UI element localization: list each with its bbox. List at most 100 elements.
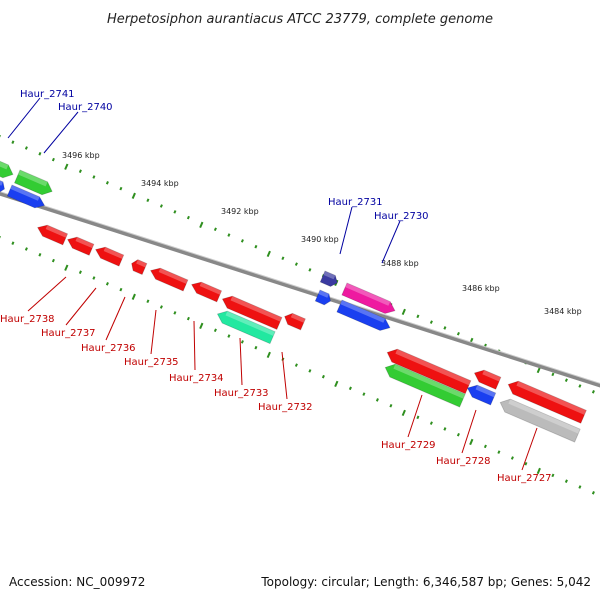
gene-edge [386,348,472,395]
minor-tick [159,305,163,309]
gene-arrow[interactable] [382,361,466,408]
minor-tick [591,390,595,394]
gene-shine [0,157,9,170]
gene-arrow[interactable] [505,378,587,424]
gene-arrow[interactable] [319,270,339,288]
gene-label[interactable]: Haur_2737 [41,328,96,339]
gene-shine [482,370,501,382]
scale-label: 3484 kbp [544,307,582,316]
gene-arrow[interactable] [465,382,497,406]
gene-arrow[interactable] [13,169,54,198]
minor-tick [375,398,379,402]
gene-shine [475,385,496,398]
major-tick [266,351,271,359]
gene-body [474,370,501,390]
minor-tick [321,374,325,379]
gene-label[interactable]: Haur_2734 [169,373,224,384]
gene-arrow[interactable] [215,308,276,345]
leader-line [150,309,157,355]
gene-shine [516,381,587,415]
minor-tick [227,233,231,237]
minor-tick [510,456,514,460]
leader-line [43,111,79,154]
minor-tick [173,311,177,315]
gene-body [222,296,282,330]
scale-label: 3494 kbp [141,179,179,188]
minor-tick [429,421,433,425]
gene-arrow[interactable] [497,396,581,443]
leader-line [239,337,243,386]
gene-arrow[interactable] [6,184,47,211]
backbone-highlight [0,191,600,384]
minor-tick [105,282,109,286]
minor-tick [24,146,28,150]
minor-tick [213,328,217,333]
gene-arrow[interactable] [341,282,398,317]
gene-label[interactable]: Haur_2732 [258,402,313,413]
gene-shine [323,271,336,280]
minor-tick [362,392,366,396]
gene-arrow[interactable] [282,311,306,331]
gene-edge [319,270,338,287]
gene-body [95,247,124,267]
gene-arrow[interactable] [472,367,502,390]
major-tick [131,293,136,300]
minor-tick [24,247,28,251]
gene-label[interactable]: Haur_2731 [328,197,383,208]
gene-label[interactable]: Haur_2736 [81,343,136,354]
gene-shine [18,170,48,187]
leader-line [521,427,538,471]
gene-label[interactable]: Haur_2729 [381,440,436,451]
minor-tick [429,320,433,324]
gene-arrow[interactable] [148,265,189,292]
gene-edge [284,312,306,331]
gene-label[interactable]: Haur_2728 [436,456,491,467]
gene-arrow[interactable] [314,289,333,307]
leader-line [381,220,401,264]
gene-label[interactable]: Haur_2727 [497,473,552,484]
gene-edge [384,363,466,408]
gene-labels: Haur_2741 Haur_2740 Haur_2731 Haur_2730 Haur… [0,89,552,484]
leader-line [105,296,126,341]
gene-arrow[interactable] [336,299,393,334]
gene-edge [13,169,53,196]
gene-edge [499,398,581,443]
gene-edge [0,156,14,179]
gene-arrow[interactable] [220,293,283,330]
gene-body [7,185,45,208]
minor-tick [78,169,82,173]
genome-backbone [0,191,600,388]
gene-body [315,290,331,305]
gene-label[interactable]: Haur_2738 [0,314,55,325]
minor-tick [146,299,150,304]
gene-arrow[interactable] [384,346,472,395]
gene-arrow[interactable] [35,222,69,246]
major-tick [334,380,339,388]
minor-tick [186,215,190,220]
gene-label[interactable]: Haur_2735 [124,357,179,368]
gene-label[interactable]: Haur_2733 [214,388,269,399]
major-tick [64,264,69,271]
minor-tick [146,198,150,203]
gene-label[interactable]: Haur_2741 [20,89,75,100]
topology-text: Topology: circular; Length: 6,346,587 bp… [260,575,591,589]
scale-label: 3490 kbp [301,235,339,244]
gene-label[interactable]: Haur_2730 [374,211,429,222]
leader-line [65,287,97,326]
minor-tick [254,345,258,350]
gene-arrow[interactable] [93,244,125,267]
gene-arrow[interactable] [65,234,95,256]
gene-label[interactable]: Haur_2740 [58,102,113,113]
minor-tick [524,461,528,466]
gene-shine [103,247,124,259]
gene-shine [199,282,222,295]
leader-line [281,351,288,400]
gene-arrow[interactable] [0,177,7,195]
gene-arrow[interactable] [189,279,223,303]
gene-arrow[interactable] [129,258,148,276]
scale-ticks [0,135,595,495]
leader-line [461,409,477,454]
gene-arrow[interactable] [0,156,16,181]
minor-tick [591,491,595,495]
